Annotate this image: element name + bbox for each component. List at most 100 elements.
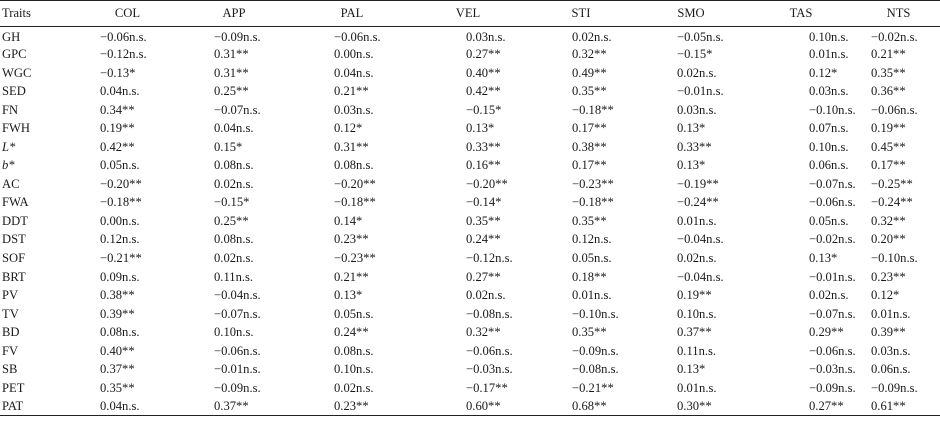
correlation-cell: −0.06n.s. — [871, 102, 918, 117]
correlation-cell: 0.32** — [572, 47, 607, 62]
table-row: BRT 0.09n.s. 0.11n.s. 0.21** 0.27** 0.18** −0.… — [0, 268, 940, 287]
correlation-cell: −0.09n.s. — [214, 380, 261, 395]
trait-name: DST — [2, 232, 26, 247]
correlation-cell: −0.10n.s. — [809, 102, 856, 117]
correlation-cell: 0.13* — [677, 158, 706, 173]
correlation-cell: 0.03n.s. — [809, 84, 849, 99]
correlation-cell: −0.02n.s. — [809, 232, 856, 247]
correlation-cell: 0.60** — [411, 397, 525, 417]
table-row: FWA −0.18** −0.15* −0.18** −0.14* −0.18** −0.2… — [0, 193, 940, 212]
table-row: SOF −0.21** 0.02n.s. −0.23** −0.12n.s. 0.05n.… — [0, 249, 940, 268]
correlation-cell: 0.11n.s. — [677, 343, 717, 358]
correlation-cell: −0.03n.s. — [466, 362, 513, 377]
table-row: PAT 0.04n.s. 0.37** 0.23** 0.60** 0.68** 0.30*… — [0, 397, 940, 417]
correlation-cell: 0.42** — [100, 139, 135, 154]
table-row: AC −0.20** 0.02n.s. −0.20** −0.20** −0.23** −0… — [0, 175, 940, 194]
correlation-cell: 0.08n.s. — [214, 158, 254, 173]
correlation-cell: 0.25** — [214, 213, 249, 228]
correlation-cell: −0.21** — [100, 251, 142, 266]
correlation-cell: 0.68** — [525, 397, 637, 417]
table-row: FWH 0.19** 0.04n.s. 0.12* 0.13* 0.17** 0.13* 0.… — [0, 119, 940, 138]
correlation-cell: 0.31** — [334, 139, 369, 154]
trait-name: GPC — [2, 47, 27, 62]
correlation-cell: −0.18** — [100, 195, 142, 210]
correlation-cell: −0.08n.s. — [466, 306, 513, 321]
correlation-cell: 0.02n.s. — [334, 380, 374, 395]
correlation-cell: 0.02n.s. — [214, 251, 254, 266]
correlation-cell: −0.17** — [466, 380, 508, 395]
correlation-cell: 0.61** — [857, 397, 940, 417]
correlation-cell: −0.10n.s. — [871, 251, 918, 266]
table-row: DDT 0.00n.s. 0.25** 0.14* 0.35** 0.35** 0.01n.… — [0, 212, 940, 231]
correlation-cell: 0.40** — [466, 65, 501, 80]
table-row: PV 0.38** −0.04n.s. 0.13* 0.02n.s. 0.01n.s. 0.… — [0, 286, 940, 305]
correlation-cell: −0.06n.s. — [100, 30, 147, 45]
correlation-cell: 0.36** — [871, 84, 906, 99]
header-row: Traits COL APP PAL VEL STI SMO TAS NTS — [0, 0, 940, 27]
correlation-cell: 0.38** — [100, 288, 135, 303]
correlation-cell: 0.12n.s. — [572, 232, 612, 247]
correlation-cell: 0.33** — [466, 139, 501, 154]
correlation-cell: 0.04n.s. — [334, 65, 374, 80]
correlation-cell: −0.03n.s. — [809, 362, 856, 377]
correlation-cell: 0.17** — [871, 158, 906, 173]
correlation-cell: 0.08n.s. — [334, 158, 374, 173]
correlation-cell: 0.02n.s. — [809, 288, 849, 303]
correlation-cell: −0.04n.s. — [214, 288, 261, 303]
correlation-cell: 0.13* — [677, 121, 706, 136]
correlation-cell: −0.07n.s. — [214, 306, 261, 321]
correlation-cell: 0.19** — [100, 121, 135, 136]
correlation-cell: 0.24** — [334, 325, 369, 340]
trait-name: b* — [2, 158, 15, 173]
trait-name: SB — [2, 362, 18, 377]
table-row: GH −0.06n.s. −0.09n.s. −0.06n.s. 0.03n.s. 0.0… — [0, 27, 940, 46]
correlation-cell: 0.33** — [677, 139, 712, 154]
correlation-cell: −0.20** — [100, 176, 142, 191]
trait-name: SED — [2, 84, 26, 99]
correlation-cell: 0.45** — [871, 139, 906, 154]
trait-name: FN — [2, 102, 19, 117]
correlation-cell: 0.13* — [466, 121, 495, 136]
correlation-cell: 0.35** — [572, 84, 607, 99]
correlation-cell: 0.01n.s. — [677, 213, 717, 228]
correlation-cell: 0.17** — [572, 121, 607, 136]
correlation-cell: 0.04n.s. — [80, 397, 175, 417]
correlation-cell: −0.01n.s. — [677, 84, 724, 99]
correlation-cell: 0.13* — [809, 251, 838, 266]
correlation-cell: 0.08n.s. — [100, 325, 140, 340]
correlation-cell: 0.21** — [334, 84, 369, 99]
correlation-cell: −0.06n.s. — [809, 195, 856, 210]
correlation-cell: −0.08n.s. — [572, 362, 619, 377]
correlation-cell: 0.23** — [871, 269, 906, 284]
correlation-cell: −0.01n.s. — [809, 269, 856, 284]
correlation-cell: 0.12* — [871, 288, 900, 303]
correlation-cell: −0.02n.s. — [871, 30, 918, 45]
correlation-cell: 0.31** — [214, 65, 249, 80]
header-vel: VEL — [411, 0, 525, 27]
correlation-cell: −0.12n.s. — [466, 251, 513, 266]
correlation-cell: −0.06n.s. — [334, 30, 381, 45]
correlation-cell: 0.35** — [572, 325, 607, 340]
correlation-cell: 0.01n.s. — [809, 47, 849, 62]
table-row: SED 0.04n.s. 0.25** 0.21** 0.42** 0.35** −0.01… — [0, 82, 940, 101]
correlation-cell: 0.01n.s. — [871, 306, 911, 321]
correlation-cell: 0.32** — [466, 325, 501, 340]
table-row: GPC −0.12n.s. 0.31** 0.00n.s. 0.27** 0.32** −0… — [0, 45, 940, 64]
correlation-cell: 0.35** — [871, 65, 906, 80]
correlation-cell: 0.05n.s. — [100, 158, 140, 173]
correlation-cell: 0.10n.s. — [334, 362, 374, 377]
header-nts: NTS — [857, 0, 940, 27]
correlation-cell: −0.06n.s. — [466, 343, 513, 358]
trait-name: GH — [2, 30, 21, 45]
correlation-cell: 0.40** — [100, 343, 135, 358]
correlation-cell: 0.02n.s. — [572, 30, 612, 45]
correlation-cell: −0.15* — [214, 195, 250, 210]
correlation-table: Traits COL APP PAL VEL STI SMO TAS NTS G… — [0, 0, 940, 417]
correlation-cell: 0.06n.s. — [809, 158, 849, 173]
correlation-cell: −0.15* — [466, 102, 502, 117]
correlation-cell: 0.15* — [214, 139, 243, 154]
correlation-cell: 0.34** — [100, 102, 135, 117]
correlation-cell: 0.14* — [334, 213, 363, 228]
table-row: WGC −0.13* 0.31** 0.04n.s. 0.40** 0.49** 0.02n… — [0, 64, 940, 83]
